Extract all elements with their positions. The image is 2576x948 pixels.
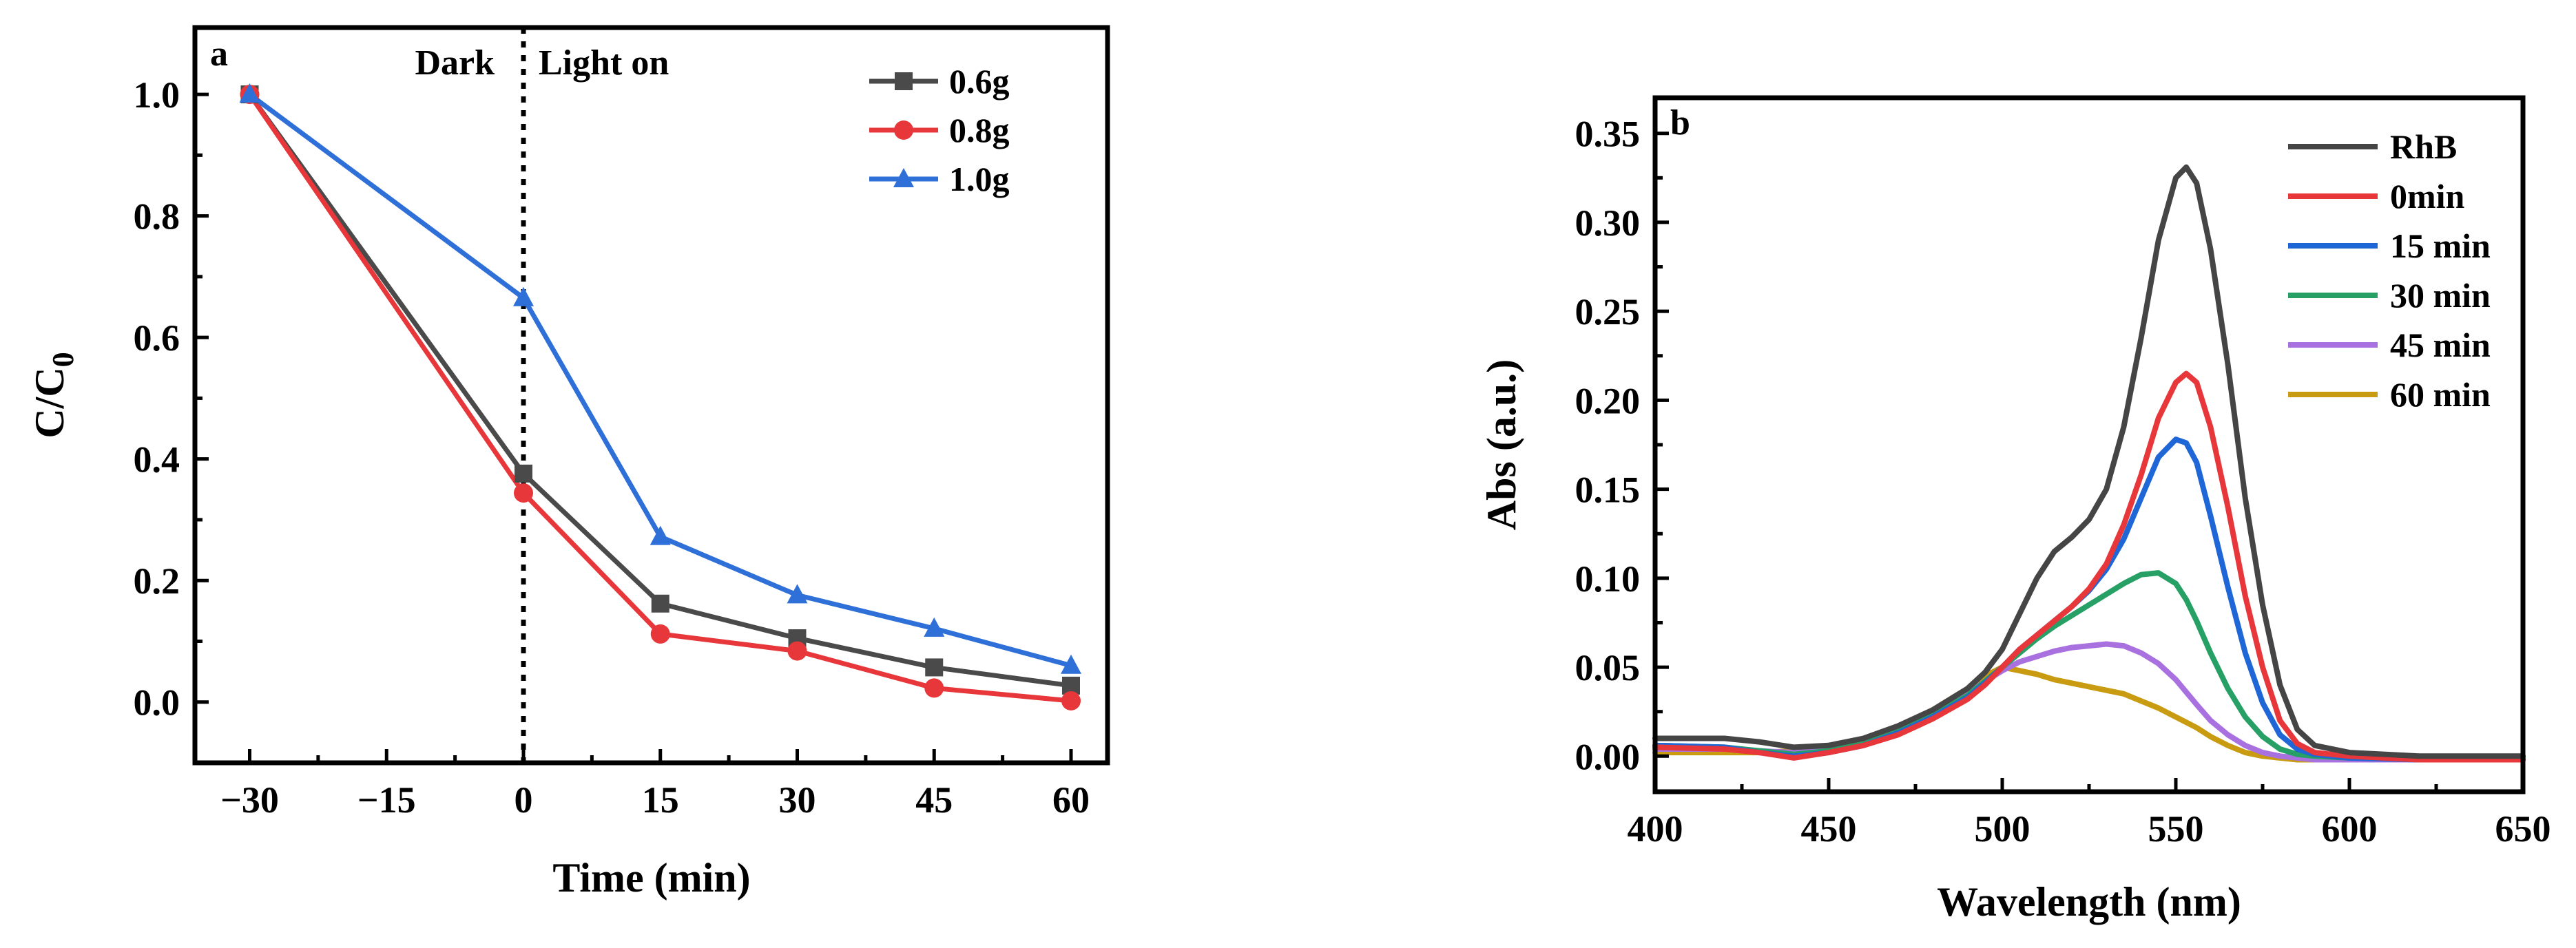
panel-a-annotation-light-on: Light on (539, 43, 669, 83)
data-point-0.8g (1061, 691, 1081, 710)
data-point-0.8g (650, 624, 670, 644)
panel-b-ticks: 400 450 500 550 600 650 0.00 0.05 0.10 0.15 0.20 0.… (1575, 114, 2551, 850)
y-tick-label: 0.2 (134, 560, 180, 602)
panel-a-legend: 0.6g 0.8g 1.0g (869, 62, 1010, 198)
legend-marker-0.6g (895, 72, 913, 90)
x-tick-label: 60 (1052, 779, 1090, 821)
spectrum-line-0min (1652, 370, 2526, 763)
panel-a-plot-area (239, 28, 1081, 763)
panel-b-label: b (1670, 103, 1690, 143)
data-point-1.0g (787, 584, 808, 604)
legend-label-45-min: 45 min (2390, 326, 2491, 364)
x-tick-label: 30 (779, 779, 816, 821)
x-tick-label: −15 (357, 779, 416, 821)
panel-a-chart: −30 −15 0 15 30 45 60 0.0 0.2 0.4 0.6 0.8 1.0 a Dark… (27, 25, 1110, 900)
y-tick-label: 0.15 (1575, 470, 1641, 511)
y-tick-label: 0.25 (1575, 291, 1641, 333)
data-point-1.0g (513, 286, 534, 306)
y-tick-label: 0.8 (134, 196, 180, 238)
data-point-0.6g (651, 594, 669, 613)
y-tick-label: 0.4 (134, 439, 180, 481)
legend-label-30-min: 30 min (2390, 276, 2491, 315)
panel-b-y-axis-label: Abs (a.u.) (1479, 359, 1524, 530)
legend-label-0.6g: 0.6g (949, 62, 1010, 101)
y-tick-label: 0.30 (1575, 202, 1641, 244)
panel-b-x-axis-label: Wavelength (nm) (1937, 879, 2241, 925)
panel-b-legend: RhB 0min 15 min 30 min 45 min 60 min (2288, 127, 2491, 414)
panel-b-chart: 400 450 500 550 600 650 0.00 0.05 0.10 0.15 0.20 0.… (1479, 95, 2551, 925)
data-point-0.8g (514, 483, 533, 503)
legend-marker-1.0g (893, 168, 914, 187)
y-tick-label: 0.05 (1575, 647, 1641, 688)
panel-a-x-axis-label: Time (min) (552, 855, 750, 900)
data-point-1.0g (1061, 654, 1081, 674)
y-tick-label: 1.0 (134, 74, 180, 116)
panel-a-y-axis-label-main: C/C (27, 367, 72, 438)
data-point-0.8g (787, 641, 807, 661)
panel-a-label: a (210, 34, 228, 74)
data-point-1.0g (650, 525, 671, 545)
series-line-0.6g (247, 93, 1072, 688)
legend-marker-0.8g (894, 120, 913, 140)
x-tick-label: 550 (2148, 808, 2204, 850)
panel-a-y-axis-label: C/C0 (27, 352, 80, 438)
spectrum-line-15-min (1652, 436, 2526, 763)
y-tick-label: 0.6 (134, 317, 180, 359)
panel-a-frame (192, 25, 1110, 766)
y-tick-label: 0.10 (1575, 558, 1641, 600)
y-tick-label: 0.00 (1575, 736, 1641, 777)
legend-label-15-min: 15 min (2390, 227, 2491, 265)
data-point-1.0g (239, 83, 260, 103)
panel-a-y-axis-label-subscript: 0 (46, 352, 80, 367)
x-tick-label: 600 (2322, 808, 2378, 850)
x-tick-label: −30 (220, 779, 279, 821)
data-point-0.6g (515, 464, 532, 483)
series-line-0.8g (247, 93, 1072, 704)
legend-label-RhB: RhB (2390, 127, 2457, 166)
spectrum-line-RhB (1652, 164, 2526, 759)
panel-a-annotation-dark: Dark (415, 43, 495, 83)
x-tick-label: 650 (2495, 808, 2551, 850)
panel-a-ticks: −30 −15 0 15 30 45 60 0.0 0.2 0.4 0.6 0.8 1.0 (134, 74, 1090, 821)
y-tick-label: 0.20 (1575, 380, 1641, 421)
data-point-1.0g (924, 617, 945, 637)
panel-b-plot-area (1652, 164, 2526, 763)
legend-label-0min: 0min (2390, 177, 2465, 215)
x-tick-label: 450 (1801, 808, 1857, 850)
data-point-0.8g (924, 678, 944, 698)
x-tick-label: 15 (642, 779, 679, 821)
x-tick-label: 500 (1975, 808, 2030, 850)
legend-label-60-min: 60 min (2390, 375, 2491, 414)
series-line-1.0g (248, 92, 1072, 668)
spectrum-line-45-min (1652, 641, 2526, 763)
y-tick-label: 0.0 (134, 682, 180, 724)
x-tick-label: 400 (1628, 808, 1683, 850)
y-tick-label: 0.35 (1575, 114, 1641, 155)
legend-label-0.8g: 0.8g (949, 111, 1010, 149)
legend-label-1.0g: 1.0g (949, 160, 1010, 198)
spectrum-line-30-min (1652, 570, 2526, 761)
x-tick-label: 45 (915, 779, 953, 821)
x-tick-label: 0 (515, 779, 533, 821)
panel-b-frame (1652, 95, 2526, 794)
data-point-0.6g (925, 658, 944, 677)
